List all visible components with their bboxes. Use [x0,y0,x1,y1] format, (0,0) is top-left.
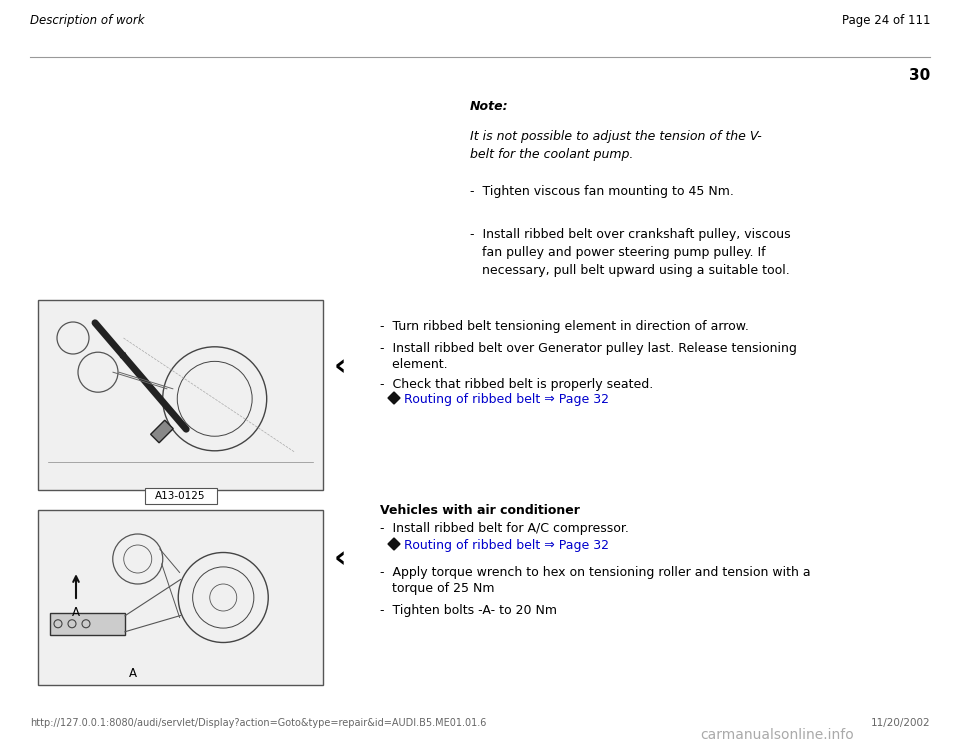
Text: carmanualsonline.info: carmanualsonline.info [700,728,853,742]
Bar [38,300,323,490]
Text: http://127.0.0.1:8080/audi/servlet/Display?action=Goto&type=repair&id=AUDI.B5.ME: http://127.0.0.1:8080/audi/servlet/Displ… [30,718,487,728]
Text: A: A [129,667,137,680]
Text: element.: element. [380,358,447,371]
Text: -  Check that ribbed belt is properly seated.: - Check that ribbed belt is properly sea… [380,378,653,391]
Text: Page 24 of 111: Page 24 of 111 [842,14,930,27]
Text: belt for the coolant pump.: belt for the coolant pump. [470,148,634,161]
Text: -  Install ribbed belt over Generator pulley last. Release tensioning: - Install ribbed belt over Generator pul… [380,342,797,355]
Text: ‹: ‹ [334,545,347,574]
Text: 11/20/2002: 11/20/2002 [871,718,930,728]
Text: A: A [72,606,80,620]
Text: -  Install ribbed belt for A/C compressor.: - Install ribbed belt for A/C compressor… [380,522,629,535]
Text: Routing of ribbed belt ⇒ Page 32: Routing of ribbed belt ⇒ Page 32 [404,539,609,552]
Text: Routing of ribbed belt ⇒ Page 32: Routing of ribbed belt ⇒ Page 32 [404,393,609,406]
Text: torque of 25 Nm: torque of 25 Nm [380,582,494,595]
Bar [145,488,217,504]
Text: ‹: ‹ [334,352,347,381]
Bar [50,613,125,634]
Text: fan pulley and power steering pump pulley. If: fan pulley and power steering pump pulle… [470,246,766,259]
Text: 30: 30 [909,68,930,83]
Text: A13-0125: A13-0125 [156,491,205,501]
Text: -  Apply torque wrench to hex on tensioning roller and tension with a: - Apply torque wrench to hex on tensioni… [380,566,810,579]
Text: Vehicles with air conditioner: Vehicles with air conditioner [380,504,580,517]
Text: Description of work: Description of work [30,14,145,27]
Text: -  Install ribbed belt over crankshaft pulley, viscous: - Install ribbed belt over crankshaft pu… [470,228,791,241]
Text: -  Tighten bolts -A- to 20 Nm: - Tighten bolts -A- to 20 Nm [380,604,557,617]
Bar [151,420,173,443]
Text: Note:: Note: [470,100,509,113]
Bar [38,510,323,685]
Text: necessary, pull belt upward using a suitable tool.: necessary, pull belt upward using a suit… [470,264,790,277]
Text: It is not possible to adjust the tension of the V-: It is not possible to adjust the tension… [470,130,761,143]
Text: -  Turn ribbed belt tensioning element in direction of arrow.: - Turn ribbed belt tensioning element in… [380,320,749,333]
Polygon shape [388,392,400,404]
Text: -  Tighten viscous fan mounting to 45 Nm.: - Tighten viscous fan mounting to 45 Nm. [470,185,733,198]
Polygon shape [388,538,400,550]
